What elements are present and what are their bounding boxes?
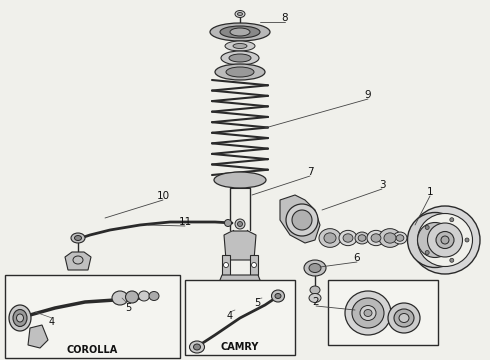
Ellipse shape	[304, 260, 326, 276]
Ellipse shape	[292, 210, 312, 230]
Polygon shape	[280, 195, 320, 243]
Text: 7: 7	[307, 167, 313, 177]
Ellipse shape	[364, 310, 372, 316]
Ellipse shape	[465, 238, 469, 242]
Ellipse shape	[358, 235, 366, 241]
Ellipse shape	[410, 206, 480, 274]
Ellipse shape	[229, 54, 251, 62]
Ellipse shape	[275, 293, 281, 298]
Text: COROLLA: COROLLA	[67, 345, 118, 355]
Ellipse shape	[425, 225, 429, 229]
Ellipse shape	[71, 233, 85, 243]
Ellipse shape	[226, 67, 254, 77]
Ellipse shape	[73, 256, 83, 264]
Ellipse shape	[324, 233, 336, 243]
Ellipse shape	[393, 232, 407, 244]
Ellipse shape	[379, 229, 401, 247]
Text: 4: 4	[227, 311, 233, 321]
Ellipse shape	[371, 234, 381, 242]
Text: 8: 8	[282, 13, 288, 23]
Polygon shape	[65, 252, 91, 270]
Bar	[328, 280, 438, 345]
Text: 10: 10	[156, 191, 170, 201]
Text: 4: 4	[49, 317, 55, 327]
Ellipse shape	[230, 28, 250, 36]
Ellipse shape	[220, 26, 260, 38]
Ellipse shape	[360, 306, 376, 320]
Ellipse shape	[9, 305, 31, 331]
Ellipse shape	[17, 314, 24, 322]
Ellipse shape	[251, 262, 256, 267]
Ellipse shape	[271, 290, 285, 302]
Ellipse shape	[112, 291, 128, 305]
Ellipse shape	[309, 264, 321, 273]
Ellipse shape	[309, 293, 321, 302]
Ellipse shape	[425, 251, 429, 255]
Ellipse shape	[339, 230, 357, 246]
Ellipse shape	[214, 172, 266, 188]
Text: 5: 5	[125, 303, 131, 313]
Ellipse shape	[194, 344, 200, 350]
Ellipse shape	[408, 212, 463, 267]
Bar	[222, 255, 230, 275]
Ellipse shape	[310, 286, 320, 294]
Ellipse shape	[399, 314, 409, 323]
Ellipse shape	[13, 310, 27, 327]
Ellipse shape	[238, 13, 243, 15]
Ellipse shape	[215, 64, 265, 80]
Ellipse shape	[319, 229, 341, 247]
Ellipse shape	[417, 222, 452, 257]
Bar	[5, 275, 180, 358]
Ellipse shape	[384, 233, 396, 243]
Ellipse shape	[139, 291, 149, 301]
Ellipse shape	[233, 44, 247, 49]
Bar	[185, 280, 295, 355]
Ellipse shape	[286, 204, 318, 236]
Ellipse shape	[345, 291, 391, 335]
Ellipse shape	[224, 220, 231, 226]
Ellipse shape	[235, 10, 245, 18]
Ellipse shape	[436, 231, 454, 248]
Ellipse shape	[149, 292, 159, 301]
Ellipse shape	[417, 213, 472, 266]
Ellipse shape	[221, 51, 259, 65]
Text: 9: 9	[365, 90, 371, 100]
Ellipse shape	[125, 291, 139, 303]
Polygon shape	[216, 275, 264, 305]
Text: 3: 3	[379, 180, 385, 190]
Ellipse shape	[396, 235, 404, 241]
Text: 11: 11	[178, 217, 192, 227]
Ellipse shape	[190, 341, 204, 353]
Ellipse shape	[235, 219, 245, 229]
Ellipse shape	[388, 303, 420, 333]
Ellipse shape	[238, 221, 243, 226]
Text: 1: 1	[427, 187, 433, 197]
Bar	[250, 255, 258, 275]
Ellipse shape	[450, 218, 454, 222]
Ellipse shape	[210, 23, 270, 41]
Text: CAMRY: CAMRY	[221, 342, 259, 352]
Polygon shape	[28, 325, 48, 348]
Ellipse shape	[343, 234, 353, 242]
Ellipse shape	[394, 309, 414, 327]
Text: 6: 6	[354, 253, 360, 263]
Polygon shape	[224, 231, 256, 260]
Ellipse shape	[450, 258, 454, 262]
Ellipse shape	[427, 223, 463, 257]
Ellipse shape	[74, 235, 81, 240]
Ellipse shape	[441, 236, 449, 244]
Ellipse shape	[367, 230, 385, 246]
Ellipse shape	[225, 41, 255, 51]
Ellipse shape	[223, 262, 228, 267]
Ellipse shape	[355, 232, 369, 244]
Text: 5: 5	[254, 298, 260, 308]
Ellipse shape	[352, 298, 384, 328]
Text: 2: 2	[313, 297, 319, 307]
